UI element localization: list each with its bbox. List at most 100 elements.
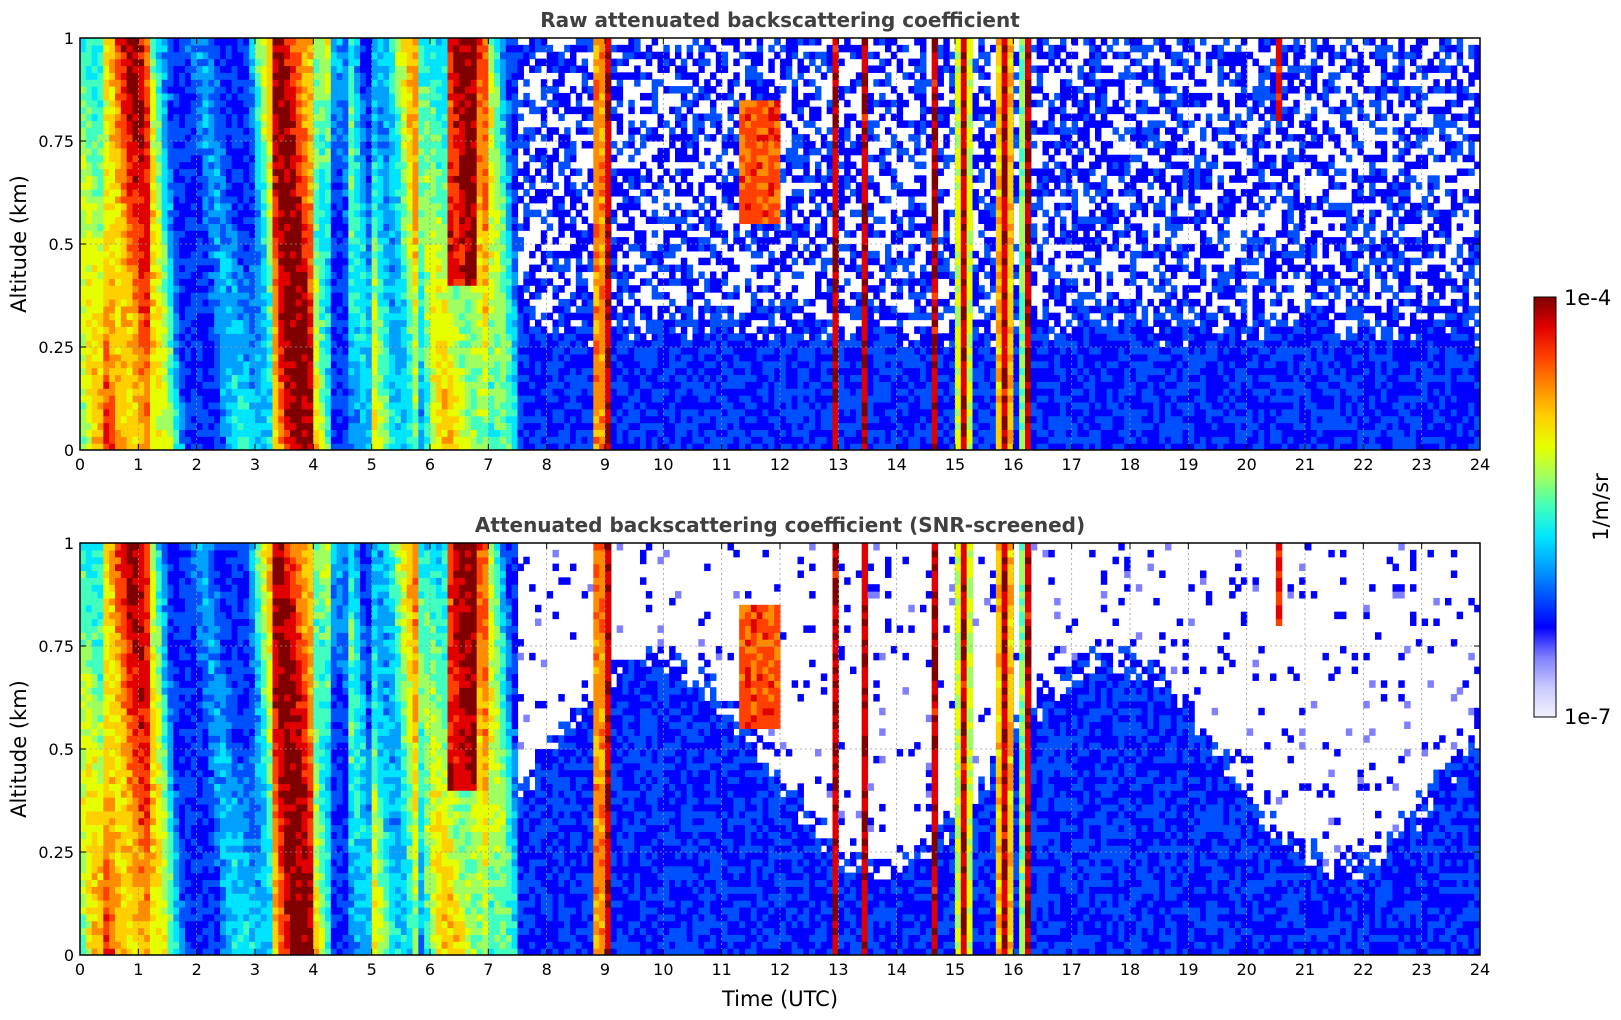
heatmap-cell bbox=[173, 319, 180, 327]
heatmap-cell bbox=[202, 443, 209, 450]
heatmap-cell bbox=[97, 312, 104, 321]
heatmap-cell bbox=[552, 195, 559, 204]
heatmap-cell bbox=[103, 147, 110, 156]
heatmap-cell bbox=[249, 429, 256, 437]
heatmap-cell bbox=[430, 141, 437, 149]
heatmap-cell bbox=[441, 51, 449, 60]
heatmap-cell bbox=[418, 92, 425, 101]
heatmap-cell bbox=[371, 58, 379, 67]
heatmap-cell bbox=[144, 92, 151, 101]
heatmap-cell bbox=[558, 333, 565, 341]
heatmap-cell bbox=[406, 312, 414, 321]
heatmap-cell bbox=[395, 154, 402, 163]
heatmap-cell bbox=[290, 415, 297, 424]
heatmap-cell bbox=[465, 312, 472, 321]
heatmap-cell bbox=[278, 86, 285, 94]
heatmap-cell bbox=[325, 38, 332, 46]
heatmap-cell bbox=[587, 443, 594, 450]
heatmap-cell bbox=[138, 120, 145, 128]
heatmap-cell bbox=[255, 44, 262, 53]
heatmap-cell bbox=[284, 381, 291, 389]
heatmap-cell bbox=[284, 154, 291, 163]
heatmap-cell bbox=[208, 292, 215, 300]
heatmap-cell bbox=[126, 99, 134, 108]
heatmap-cell bbox=[231, 182, 239, 190]
heatmap-cell bbox=[482, 195, 489, 204]
heatmap-cell bbox=[85, 298, 93, 307]
heatmap-cell bbox=[91, 271, 99, 279]
heatmap-cell bbox=[295, 244, 303, 252]
heatmap-cell bbox=[173, 422, 180, 430]
heatmap-cell bbox=[290, 38, 297, 46]
heatmap-cell bbox=[535, 367, 542, 376]
heatmap-cell bbox=[91, 44, 99, 53]
heatmap-cell bbox=[255, 175, 262, 183]
heatmap-cell bbox=[400, 333, 408, 341]
heatmap-cell bbox=[354, 388, 361, 396]
heatmap-cell bbox=[185, 209, 192, 218]
heatmap-cell bbox=[365, 65, 373, 73]
heatmap-cell bbox=[546, 347, 554, 355]
heatmap-cell bbox=[144, 244, 151, 252]
heatmap-cell bbox=[103, 175, 110, 183]
heatmap-cell bbox=[365, 298, 373, 307]
heatmap-cell bbox=[91, 250, 99, 259]
heatmap-cell bbox=[307, 312, 314, 321]
heatmap-cell bbox=[138, 422, 145, 430]
heatmap-cell bbox=[109, 86, 116, 94]
heatmap-cell bbox=[511, 388, 519, 396]
heatmap-cell bbox=[447, 202, 454, 211]
heatmap-cell bbox=[132, 415, 139, 424]
heatmap-cell bbox=[406, 216, 414, 224]
heatmap-cell bbox=[564, 298, 571, 307]
heatmap-cell bbox=[383, 86, 390, 94]
heatmap-cell bbox=[371, 257, 379, 266]
heatmap-cell bbox=[488, 264, 495, 273]
heatmap-cell bbox=[115, 257, 122, 266]
heatmap-cell bbox=[91, 374, 99, 382]
heatmap-cell bbox=[91, 278, 99, 286]
heatmap-cell bbox=[109, 92, 116, 101]
heatmap-cell bbox=[290, 154, 297, 163]
heatmap-cell bbox=[365, 388, 373, 396]
heatmap-cell bbox=[301, 292, 309, 300]
heatmap-cell bbox=[115, 72, 122, 80]
heatmap-cell bbox=[330, 72, 338, 80]
heatmap-cell bbox=[400, 72, 408, 80]
heatmap-cell bbox=[348, 347, 355, 355]
heatmap-cell bbox=[185, 298, 192, 307]
heatmap-cell bbox=[400, 230, 408, 238]
heatmap-cell bbox=[255, 113, 262, 121]
heatmap-cell bbox=[336, 65, 344, 73]
heatmap-cell bbox=[546, 209, 554, 218]
heatmap-cell bbox=[435, 395, 443, 403]
heatmap-cell bbox=[529, 422, 536, 430]
heatmap-cell bbox=[220, 271, 227, 279]
heatmap-cell bbox=[529, 182, 536, 190]
heatmap-cell bbox=[325, 333, 332, 341]
heatmap-cell bbox=[360, 92, 367, 101]
heatmap-cell bbox=[161, 292, 169, 300]
heatmap-cell bbox=[295, 120, 303, 128]
heatmap-cell bbox=[126, 38, 134, 46]
heatmap-cell bbox=[167, 292, 174, 300]
heatmap-cell bbox=[470, 195, 478, 204]
heatmap-cell bbox=[97, 147, 104, 156]
heatmap-cell bbox=[225, 209, 233, 218]
heatmap-cell bbox=[389, 127, 396, 135]
heatmap-cell bbox=[494, 319, 501, 327]
heatmap-cell bbox=[278, 127, 285, 135]
heatmap-cell bbox=[185, 381, 192, 389]
heatmap-cell bbox=[220, 305, 227, 314]
heatmap-cell bbox=[500, 374, 507, 382]
heatmap-cell bbox=[330, 443, 338, 450]
heatmap-cell bbox=[494, 257, 501, 266]
heatmap-cell bbox=[109, 360, 116, 369]
heatmap-cell bbox=[418, 333, 425, 341]
heatmap-cell bbox=[138, 51, 145, 60]
heatmap-cell bbox=[465, 106, 472, 115]
heatmap-cell bbox=[500, 216, 507, 224]
heatmap-cell bbox=[91, 381, 99, 389]
heatmap-cell bbox=[103, 285, 110, 293]
heatmap-cell bbox=[97, 51, 104, 60]
